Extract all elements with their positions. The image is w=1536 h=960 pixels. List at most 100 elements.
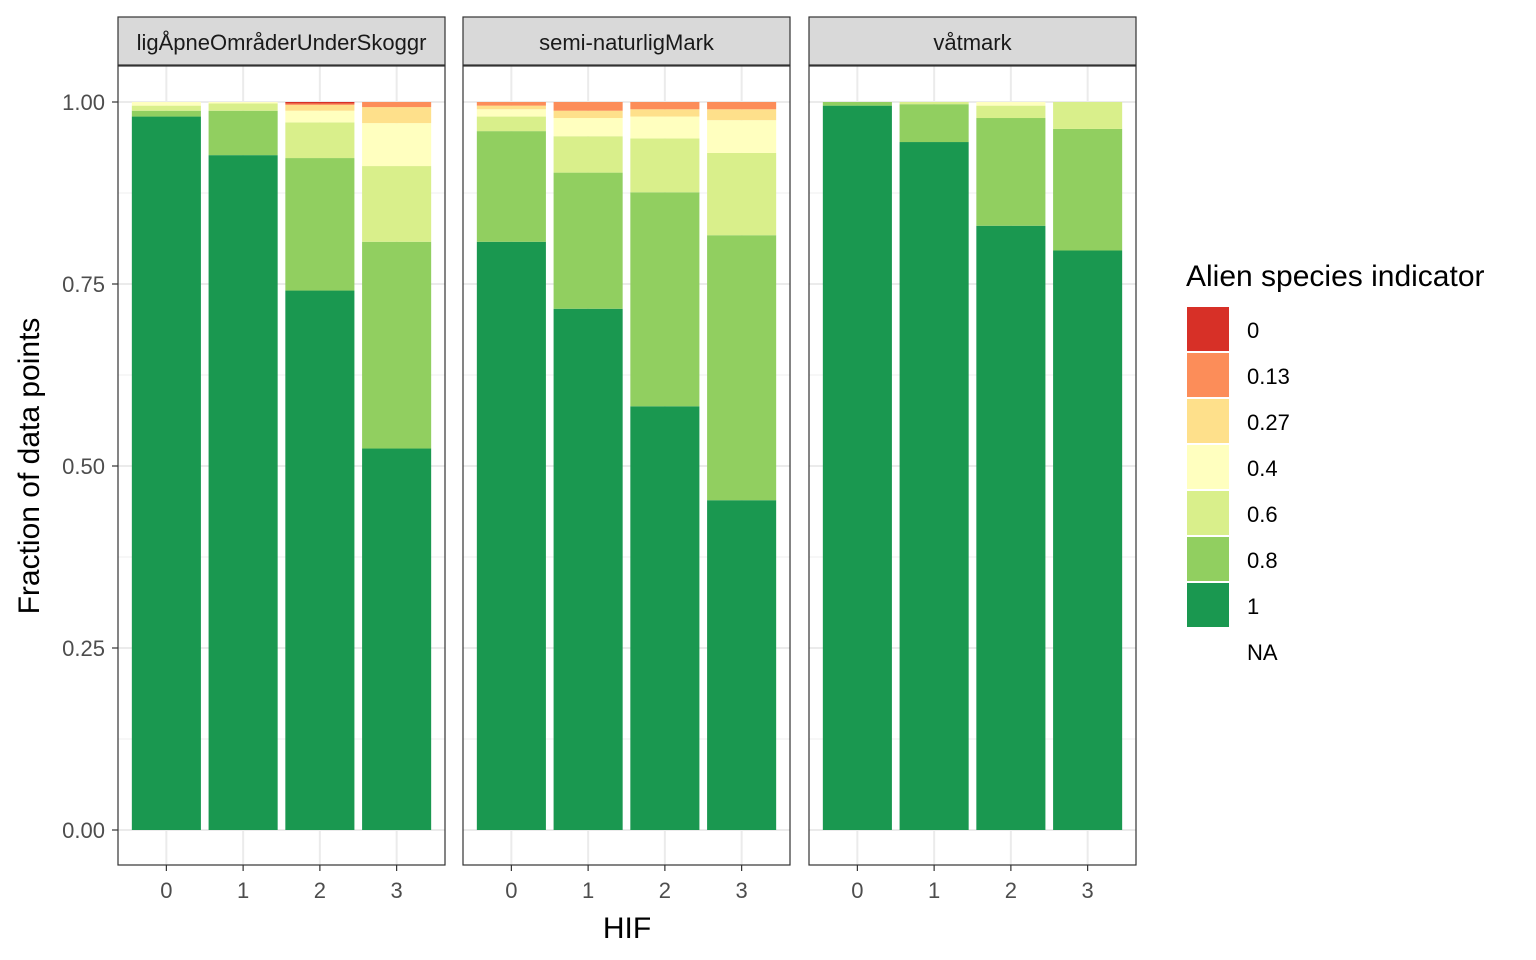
bar-segment xyxy=(1053,250,1123,831)
bar-segment xyxy=(630,192,700,407)
facet-strip-label: semi-naturligMark xyxy=(539,30,715,55)
bar-segment xyxy=(822,105,892,830)
bar-segment xyxy=(285,102,355,104)
bar-segment xyxy=(362,166,432,242)
bar-segment xyxy=(630,102,700,110)
y-axis-title: Fraction of data points xyxy=(13,318,46,615)
legend-item: 0.6 xyxy=(1187,491,1278,535)
x-tick-label: 2 xyxy=(1005,878,1017,903)
bar-segment xyxy=(285,104,355,111)
legend-item: 0.13 xyxy=(1187,353,1290,397)
legend-label: 0.4 xyxy=(1247,456,1278,481)
bar-segment xyxy=(707,152,777,236)
bar-segment xyxy=(476,116,546,132)
panel-3: våtmark 0 1 2 3 xyxy=(808,16,1137,903)
bar-segment xyxy=(630,406,700,830)
bar-segment xyxy=(630,109,700,117)
bar-segment xyxy=(630,116,700,139)
bar-segment xyxy=(476,102,546,106)
bar-segment xyxy=(553,172,623,309)
bar-segment xyxy=(476,109,546,117)
legend-label: 0 xyxy=(1247,318,1259,343)
legend-label: 0.27 xyxy=(1247,410,1290,435)
bar-segment xyxy=(476,241,546,830)
bar-segment xyxy=(362,241,432,449)
bar-segment xyxy=(899,142,969,831)
facet-strip-label: våtmark xyxy=(933,30,1012,55)
legend-label: 0.8 xyxy=(1247,548,1278,573)
x-tick-label: 0 xyxy=(160,878,172,903)
bar-segment xyxy=(208,155,278,831)
legend-key xyxy=(1187,583,1229,627)
legend-key xyxy=(1187,399,1229,443)
facet-strip xyxy=(808,16,1137,66)
y-tick-label: 0.50 xyxy=(62,454,105,479)
bar-segment xyxy=(476,131,546,242)
bar-segment xyxy=(630,138,700,193)
legend-label: 1 xyxy=(1247,594,1259,619)
panel-border xyxy=(462,65,791,866)
x-axis-title: HIF xyxy=(603,912,651,945)
bar-segment xyxy=(553,110,623,119)
y-tick-label: 0.00 xyxy=(62,818,105,843)
x-tick-label: 2 xyxy=(659,878,671,903)
bar-segment xyxy=(707,235,777,501)
bar-segment xyxy=(131,102,201,106)
x-tick-label: 0 xyxy=(851,878,863,903)
x-tick-label: 1 xyxy=(582,878,594,903)
bar-segment xyxy=(1053,128,1123,251)
bar-segment xyxy=(553,118,623,137)
legend-key xyxy=(1187,353,1229,397)
legend-item: 1 xyxy=(1187,583,1259,627)
bar-segment xyxy=(899,102,969,105)
facet-strip xyxy=(462,16,791,66)
y-tick-label: 0.75 xyxy=(62,272,105,297)
legend-item: 0.4 xyxy=(1187,445,1278,489)
panel-border xyxy=(808,65,1137,866)
legend-item: 0.27 xyxy=(1187,399,1290,443)
bar-segment xyxy=(285,158,355,291)
facet-strip xyxy=(117,16,446,66)
bar-segment xyxy=(1053,102,1123,129)
x-tick-label: 0 xyxy=(505,878,517,903)
bar-segment xyxy=(285,290,355,830)
facet-strip-label: ligÅpneOmråderUnderSkoggr xyxy=(137,30,427,55)
legend-key xyxy=(1187,445,1229,489)
bar-segment xyxy=(131,110,201,117)
legend-item: 0 xyxy=(1187,307,1259,351)
bar-segment xyxy=(208,103,278,111)
bar-segment xyxy=(899,104,969,143)
y-axis: 0.00 0.25 0.50 0.75 1.00 xyxy=(62,90,118,843)
bar-segment xyxy=(553,136,623,173)
legend-item: NA xyxy=(1247,640,1278,665)
legend-key xyxy=(1187,491,1229,535)
legend: Alien species indicator 0 0.13 0.27 0.4 0.6 0… xyxy=(1186,260,1485,665)
legend-key xyxy=(1187,537,1229,581)
y-tick-label: 1.00 xyxy=(62,90,105,115)
panel-2: semi-naturligMark 0 1 2 3 xyxy=(462,16,791,903)
y-tick-label: 0.25 xyxy=(62,636,105,661)
bar-segment xyxy=(707,102,777,110)
bar-segment xyxy=(976,105,1046,119)
legend-label: 0.13 xyxy=(1247,364,1290,389)
x-tick-label: 3 xyxy=(1082,878,1094,903)
bar-segment xyxy=(976,118,1046,226)
legend-item: 0.8 xyxy=(1187,537,1278,581)
bar-segment xyxy=(208,110,278,156)
bar-segment xyxy=(976,225,1046,830)
bar-segment xyxy=(362,102,432,108)
bar-segment xyxy=(362,123,432,167)
legend-label: 0.6 xyxy=(1247,502,1278,527)
bar-segment xyxy=(208,102,278,104)
x-tick-label: 3 xyxy=(391,878,403,903)
legend-label: NA xyxy=(1247,640,1278,665)
bar-segment xyxy=(131,116,201,830)
bar-segment xyxy=(707,500,777,830)
x-tick-label: 1 xyxy=(928,878,940,903)
x-tick-label: 3 xyxy=(736,878,748,903)
bar-segment xyxy=(976,102,1046,106)
bar-segment xyxy=(553,102,623,111)
bar-segment xyxy=(131,105,201,111)
